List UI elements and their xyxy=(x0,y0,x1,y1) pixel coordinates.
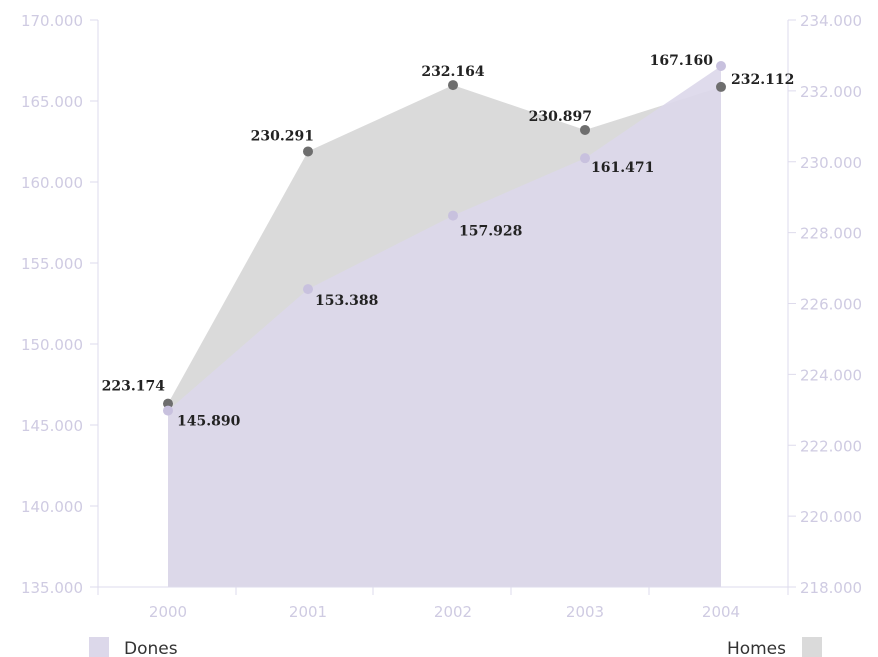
y-left-tick-label: 140.000 xyxy=(21,498,83,516)
homes-data-label: 230.291 xyxy=(251,128,314,144)
y-left-tick-label: 150.000 xyxy=(21,336,83,354)
x-tick-label: 2000 xyxy=(149,603,187,621)
dones-data-label: 157.928 xyxy=(459,224,522,240)
y-left-tick-label: 145.000 xyxy=(21,417,83,435)
homes-point xyxy=(580,124,590,135)
homes-point xyxy=(448,80,458,91)
y-right-tick-label: 226.000 xyxy=(800,296,862,314)
dones-point xyxy=(163,405,173,416)
series-areas xyxy=(168,66,721,587)
y-right-tick-label: 224.000 xyxy=(800,366,862,384)
y-left-tick-label: 165.000 xyxy=(21,93,83,111)
homes-data-label: 232.112 xyxy=(731,72,794,88)
legend: Dones Homes xyxy=(89,637,822,657)
axes: 135.000 140.000 145.000 150.000 155.000 160.0… xyxy=(21,12,862,621)
legend-label-dones: Dones xyxy=(124,639,178,657)
legend-label-homes: Homes xyxy=(727,639,786,657)
dones-point xyxy=(580,153,590,164)
dones-data-label: 145.890 xyxy=(177,414,241,430)
homes-point xyxy=(716,81,726,92)
homes-point xyxy=(163,398,173,409)
y-right-tick-label: 228.000 xyxy=(800,225,862,243)
y-left-tick-label: 135.000 xyxy=(21,579,83,597)
x-tick-label: 2004 xyxy=(702,603,740,621)
dones-area xyxy=(168,66,721,587)
series-points xyxy=(163,61,726,416)
y-right-tick-label: 234.000 xyxy=(800,12,862,30)
data-labels: 223.174 230.291 232.164 230.897 232.112 145.8… xyxy=(102,53,795,430)
y-left-tick-label: 155.000 xyxy=(21,255,83,273)
dones-point xyxy=(448,210,458,221)
homes-data-label: 232.164 xyxy=(421,64,485,80)
y-right-tick-label: 220.000 xyxy=(800,508,862,526)
legend-swatch-homes xyxy=(802,637,822,657)
dones-data-label: 161.471 xyxy=(591,160,654,176)
y-right-tick-label: 232.000 xyxy=(800,83,862,101)
x-tick-label: 2001 xyxy=(289,603,327,621)
y-right-tick-label: 230.000 xyxy=(800,154,862,172)
y-left-tick-label: 170.000 xyxy=(21,12,83,30)
y-left-tick-label: 160.000 xyxy=(21,174,83,192)
x-tick-label: 2003 xyxy=(566,603,604,621)
dones-data-label: 167.160 xyxy=(650,53,714,69)
y-right-tick-label: 222.000 xyxy=(800,437,862,455)
legend-swatch-dones xyxy=(89,637,109,657)
y-right-tick-label: 218.000 xyxy=(800,579,862,597)
dones-point xyxy=(716,61,726,72)
homes-point xyxy=(303,146,313,157)
homes-data-label: 223.174 xyxy=(102,379,166,395)
dones-data-label: 153.388 xyxy=(315,293,378,309)
dones-point xyxy=(303,284,313,295)
homes-data-label: 230.897 xyxy=(529,109,592,125)
x-tick-label: 2002 xyxy=(434,603,472,621)
